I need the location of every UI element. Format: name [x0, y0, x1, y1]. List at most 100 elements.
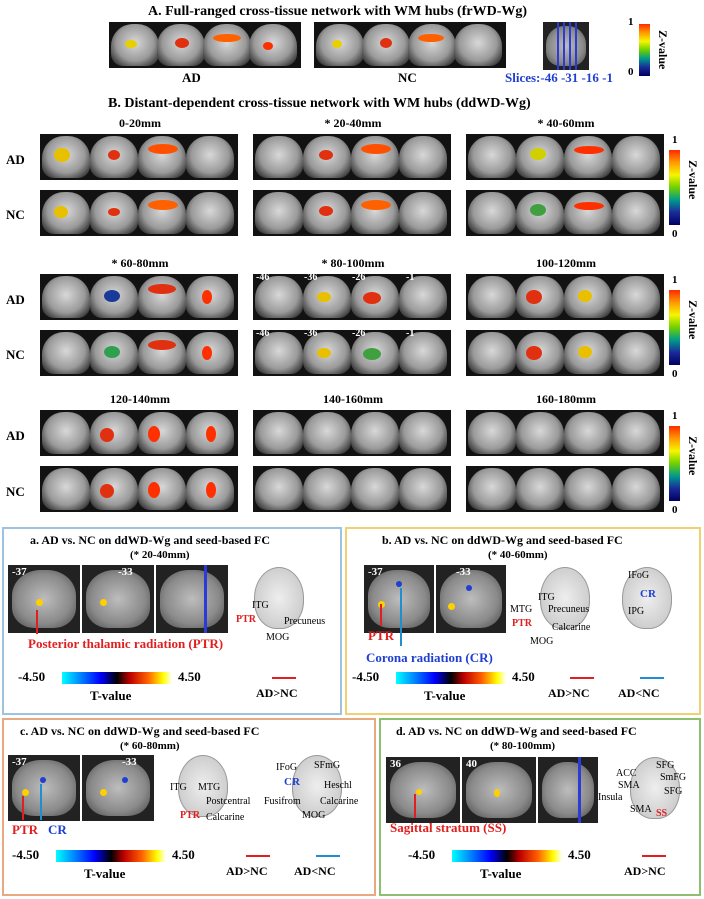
range-160-180-label: 160-180mm — [536, 392, 596, 406]
panel-a-region-precuneus: Precuneus — [284, 616, 326, 627]
block3-colorbar — [669, 426, 680, 501]
block3-col2-nc — [253, 466, 451, 512]
section-a-nc-image-strip — [314, 22, 506, 68]
block3-col1-ad — [40, 410, 238, 456]
panel-d-legend-adnc: AD>NC — [624, 864, 666, 878]
panel-d-slice-3 — [538, 757, 598, 823]
panel-d-region-smfg: SmFG — [660, 772, 687, 783]
panel-c-region-ifog: IFoG — [276, 762, 298, 773]
block3-ad-label: AD — [6, 428, 25, 443]
panel-a-brain-render — [254, 567, 304, 629]
seed-arrow-cr-b — [400, 588, 402, 646]
block3-col3-ad — [466, 410, 664, 456]
panel-b-region-cr: CR — [640, 588, 656, 600]
panel-c-region-sfmg: SFmG — [314, 760, 341, 771]
panel-d-slice-1 — [386, 757, 460, 823]
block2-colorbar-max: 1 — [672, 274, 678, 286]
panel-b-slice-num-1: -37 — [368, 566, 383, 578]
slices-label: Slices:-46 -31 -16 -1 — [505, 70, 613, 85]
panel-b-legend-adnc-less: AD<NC — [618, 686, 660, 700]
range-40-60-label: * 40-60mm — [537, 116, 595, 130]
block2-colorbar-label: Z-value — [686, 300, 700, 340]
seed-arrow-cr-c — [40, 784, 42, 820]
block1-colorbar-min: 0 — [672, 228, 678, 240]
panel-b-seed-cr: Corona radiation (CR) — [366, 650, 493, 665]
panel-b-region-mog: MOG — [530, 636, 554, 647]
block2-col3-ad — [466, 274, 664, 320]
panel-c-brain-render-2 — [292, 755, 342, 817]
panel-d-slice-num-1: 36 — [390, 758, 401, 770]
panel-d-region-sfg: SFG — [656, 760, 675, 771]
panel-c-region-fusifrom: Fusifrom — [264, 796, 301, 807]
panel-b-region-ptr: PTR — [512, 618, 532, 629]
panel-d-region-ss: SS — [656, 808, 668, 819]
panel-c-tmin: -4.50 — [12, 847, 40, 862]
panel-c-slice-1 — [8, 755, 80, 821]
section-a-nc-label: NC — [398, 70, 417, 85]
panel-d-region-acc: ACC — [616, 768, 637, 779]
block2-slice-num-5: -46 — [256, 328, 270, 339]
panel-b-tmin: -4.50 — [352, 669, 380, 684]
panel-b-region-calcarine: Calcarine — [552, 622, 591, 633]
block1-col1-nc — [40, 190, 238, 236]
panel-d-subtitle: (* 80-100mm) — [490, 740, 556, 752]
panel-d-region-sma: SMA — [618, 780, 640, 791]
panel-d-legend-line-red — [642, 855, 666, 857]
panel-a-slice-num-1: -37 — [12, 566, 27, 578]
range-140-160-label: 140-160mm — [323, 392, 383, 406]
panel-a-tmax: 4.50 — [178, 669, 201, 684]
block2-slice-num-7: -26 — [352, 328, 366, 339]
panel-d-tvalue-bar — [452, 850, 562, 862]
panel-b-region-itg: ITG — [538, 592, 555, 603]
panel-b-region-ifog: IFoG — [628, 570, 650, 581]
block3-col3-nc — [466, 466, 664, 512]
panel-a-subtitle: (* 20-40mm) — [130, 549, 190, 561]
block3-colorbar-max: 1 — [672, 410, 678, 422]
range-100-120-label: 100-120mm — [536, 256, 596, 270]
section-a-ad-label: AD — [182, 70, 201, 85]
panel-b-title: b. AD vs. NC on ddWD-Wg and seed-based F… — [382, 533, 623, 547]
panel-d-slice-num-2: 40 — [466, 758, 477, 770]
block1-col2-ad — [253, 134, 451, 180]
panel-a-title: a. AD vs. NC on ddWD-Wg and seed-based F… — [30, 533, 271, 547]
panel-c-region-ptr: PTR — [180, 810, 200, 821]
panel-c-tmax: 4.50 — [172, 847, 195, 862]
panel-b — [345, 527, 701, 715]
block3-colorbar-min: 0 — [672, 504, 678, 516]
block1-nc-label: NC — [6, 207, 25, 222]
block2-col2-ad — [253, 274, 451, 320]
block2-colorbar — [669, 290, 680, 365]
panel-c — [2, 718, 376, 896]
block2-slice-num-4: -1 — [406, 272, 415, 283]
panel-a-region-itg: ITG — [252, 600, 269, 611]
panel-b-slice-1 — [364, 565, 434, 633]
panel-c-legend-adnc-greater: AD>NC — [226, 864, 268, 878]
panel-a-legend-adnc: AD>NC — [256, 686, 298, 700]
block1-col3-ad — [466, 134, 664, 180]
panel-c-slice-2 — [82, 755, 154, 821]
panel-b-brain-render-1 — [540, 567, 590, 629]
panel-b-region-ipg: IPG — [628, 606, 645, 617]
panel-d — [379, 718, 701, 896]
panel-c-region-calcarine: Calcarine — [206, 812, 245, 823]
block2-col1-ad — [40, 274, 238, 320]
panel-c-legend-line-red — [246, 855, 270, 857]
panel-c-tvalue-bar — [56, 850, 166, 862]
seed-arrow-ptr-c — [22, 796, 24, 820]
block2-col3-nc — [466, 330, 664, 376]
slice-locator-image — [543, 22, 589, 70]
panel-b-legend-line-red — [570, 677, 594, 679]
seed-arrow-ptr-b — [380, 604, 382, 626]
section-a-ad-image-strip — [109, 22, 301, 68]
block2-slice-num-2: -36 — [304, 272, 318, 283]
panel-b-legend-line-blue — [640, 677, 664, 679]
block3-colorbar-label: Z-value — [686, 436, 700, 476]
block2-col1-nc — [40, 330, 238, 376]
panel-a-tvalue-bar — [62, 672, 172, 684]
panel-b-tmax: 4.50 — [512, 669, 535, 684]
panel-d-title: d. AD vs. NC on ddWD-Wg and seed-based F… — [396, 724, 637, 738]
panel-d-region-sfg-2: SFG — [664, 786, 683, 797]
block3-col1-nc — [40, 466, 238, 512]
panel-d-tvalue-label: T-value — [480, 866, 522, 881]
panel-a-region-mog: MOG — [266, 632, 290, 643]
